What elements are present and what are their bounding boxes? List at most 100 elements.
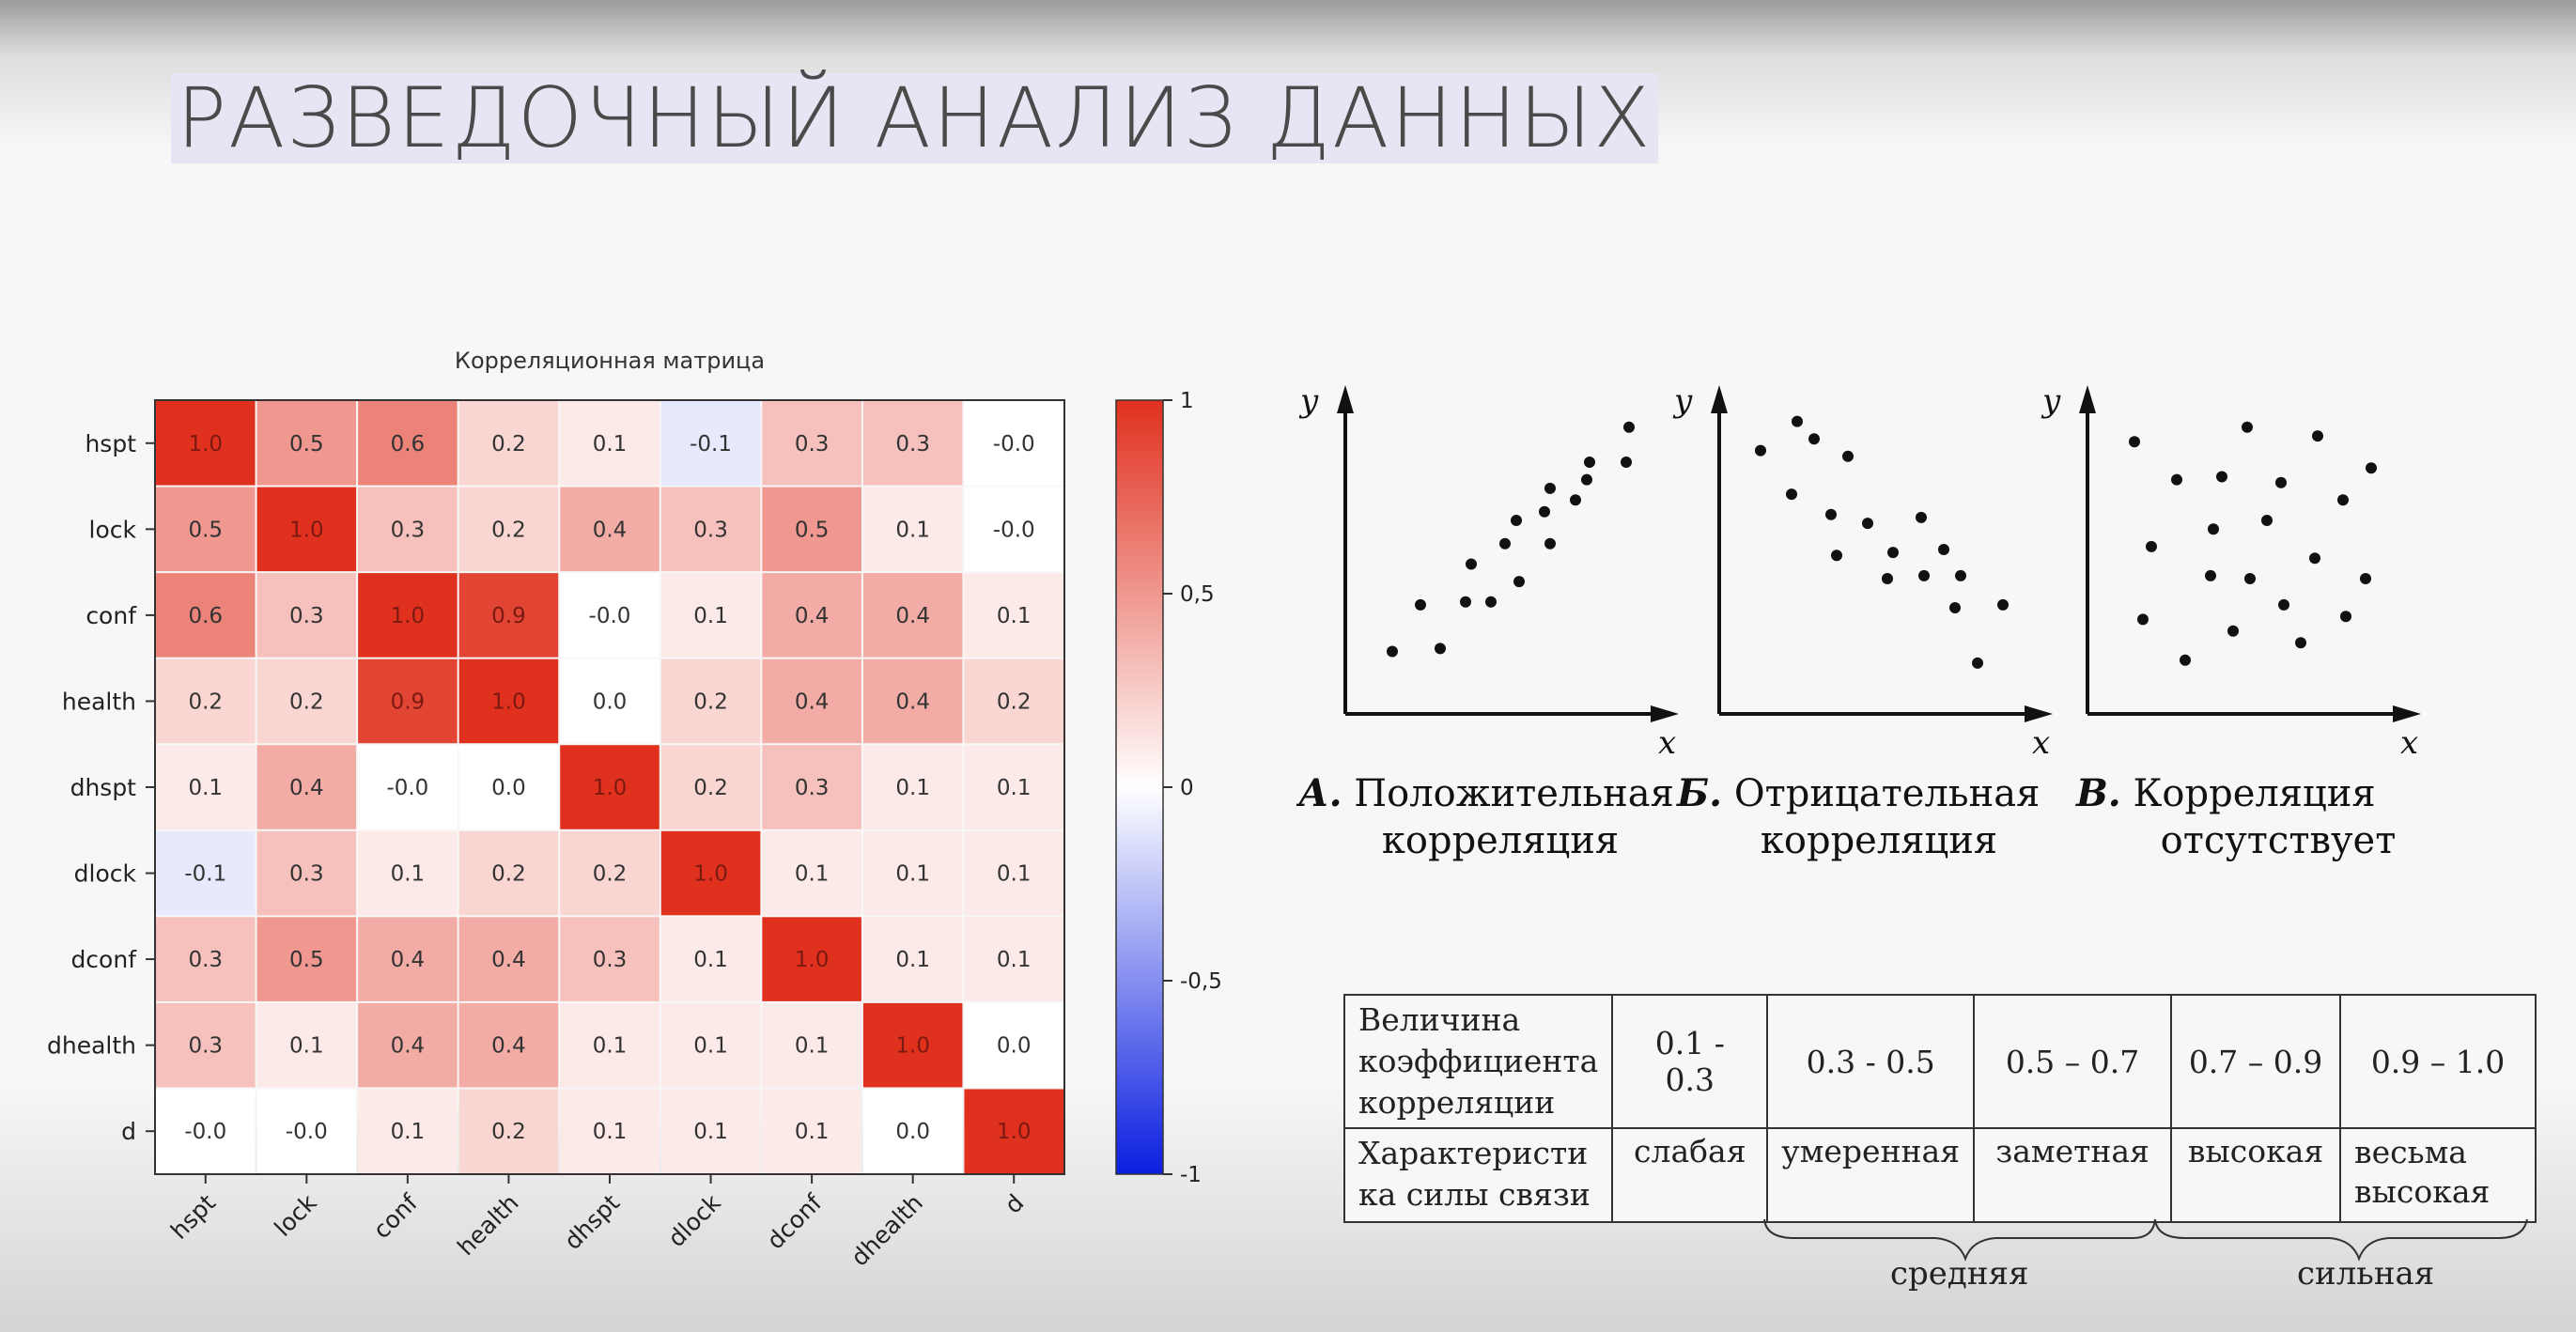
cell-label: 0.4 (391, 948, 426, 972)
heatmap-cell (862, 1002, 963, 1088)
scatter-point (2242, 421, 2253, 433)
cell-label: 1.0 (289, 518, 324, 542)
scatter-point (2180, 654, 2191, 666)
heatmap-cell (358, 917, 458, 1001)
heatmap-cell (156, 1089, 256, 1173)
caption-letter: В. (2075, 771, 2121, 815)
heatmap-cell (862, 745, 963, 829)
cell-label: 0.1 (693, 948, 728, 972)
cell-label: 0.1 (593, 1120, 628, 1144)
group-label-medium: средняя (1890, 1255, 2029, 1293)
cell-label: 0.1 (289, 1034, 324, 1059)
cell-label: -0.0 (286, 1120, 328, 1144)
cell-label: 0.3 (895, 432, 930, 457)
cell-label: 0.2 (693, 776, 728, 800)
scatter-point (1435, 643, 1446, 655)
y-axis-arrow (1337, 385, 1354, 413)
cell-label: 0.2 (997, 689, 1032, 714)
row-tick-label: d (121, 1118, 136, 1145)
scatter-point (1511, 515, 1522, 526)
cell-label: 0.1 (593, 1034, 628, 1059)
cell-label: 0.1 (997, 862, 1032, 887)
heatmap-cell (660, 658, 761, 744)
heatmap-cell (458, 830, 559, 916)
heatmap-cell (156, 745, 256, 829)
cell-label: 0.3 (795, 432, 830, 457)
colorbar-tick-label: 0,5 (1180, 582, 1215, 607)
y-axis-label: y (1672, 382, 1693, 420)
heatmap-cell (256, 830, 357, 916)
cell-label: 0.3 (289, 862, 324, 887)
brace-strong (2154, 1218, 2528, 1262)
heatmap-cell (256, 487, 357, 572)
scatter-point (2244, 573, 2256, 584)
heatmap-cell (560, 830, 660, 916)
cell-label: -0.0 (993, 518, 1035, 542)
x-axis-label: x (1658, 724, 1676, 762)
heatmap-cell (256, 1002, 357, 1088)
cell-label: 0.4 (895, 604, 930, 628)
heatmap-cell (560, 1002, 660, 1088)
cell-label: 0.1 (391, 1120, 426, 1144)
heatmap-cell (862, 830, 963, 916)
cell-label: 0.0 (593, 689, 628, 714)
scatter-point (1485, 596, 1497, 608)
heatmap-cell (660, 401, 761, 486)
heatmap-cell (458, 917, 559, 1001)
cell-label: 0.1 (895, 948, 930, 972)
scatter-point (2137, 613, 2149, 626)
scatter-point (2312, 430, 2323, 442)
scatter-point (1544, 482, 1556, 494)
cell-label: 0.2 (593, 862, 628, 887)
scatter-point (1581, 473, 1592, 486)
strength-cell: заметная (1973, 1127, 2173, 1223)
x-axis-arrow (2025, 705, 2053, 722)
cell-label: 0.4 (895, 689, 930, 714)
scatter-point (2205, 569, 2216, 581)
heatmap-cell (256, 917, 357, 1001)
heatmap-cell (156, 830, 256, 916)
heatmap-cell (358, 830, 458, 916)
heatmap-frame (154, 399, 1065, 1175)
heatmap-cell (762, 1089, 861, 1173)
cell-label: 0.1 (795, 862, 830, 887)
cell-label: 0.4 (795, 604, 830, 628)
cell-label: -0.0 (589, 604, 631, 628)
scatter-point (1972, 657, 1983, 669)
scatter-point (2216, 471, 2227, 483)
heatmap-cell (156, 573, 256, 658)
heatmap-cell (560, 658, 660, 744)
scatter-point (1955, 569, 1966, 581)
row-tick-label: lock (89, 516, 137, 543)
heatmap-cell (762, 917, 861, 1001)
caption-text: Положительная (1342, 772, 1674, 815)
scatter-point (2129, 436, 2140, 448)
scatter-point (2340, 611, 2351, 623)
cell-label: 0.3 (188, 948, 223, 972)
cell-label: 0.2 (188, 689, 223, 714)
caption-line-2: отсутствует (2161, 819, 2397, 862)
row1-header: Величина коэффициента корреляции (1342, 994, 1614, 1129)
table-row: Характеристи ка силы связи слабая умерен… (1342, 1127, 2537, 1223)
cell-label: 0.4 (593, 518, 628, 542)
heatmap-cell (358, 573, 458, 658)
cell-label: 0.4 (795, 689, 830, 714)
cell-label: 0.2 (491, 518, 526, 542)
heatmap-cell (762, 830, 861, 916)
cell-label: 0.9 (491, 604, 526, 628)
heatmap-cell (560, 745, 660, 829)
heatmap-cell (358, 745, 458, 829)
cell-label: 0.1 (997, 776, 1032, 800)
range-cell: 0.7 – 0.9 (2170, 994, 2342, 1129)
cell-label: 0.5 (289, 432, 324, 457)
cell-label: 0.3 (593, 948, 628, 972)
cell-label: 0.1 (693, 1120, 728, 1144)
row-tick-label: conf (85, 602, 137, 629)
heatmap-cell (762, 745, 861, 829)
cell-label: 0.1 (391, 862, 426, 887)
scatter-point (2360, 573, 2371, 584)
heatmap-cell (964, 917, 1063, 1001)
scatter-point (2278, 598, 2289, 611)
caption-letter: Б. (1676, 771, 1722, 815)
x-axis-arrow (2393, 705, 2421, 722)
